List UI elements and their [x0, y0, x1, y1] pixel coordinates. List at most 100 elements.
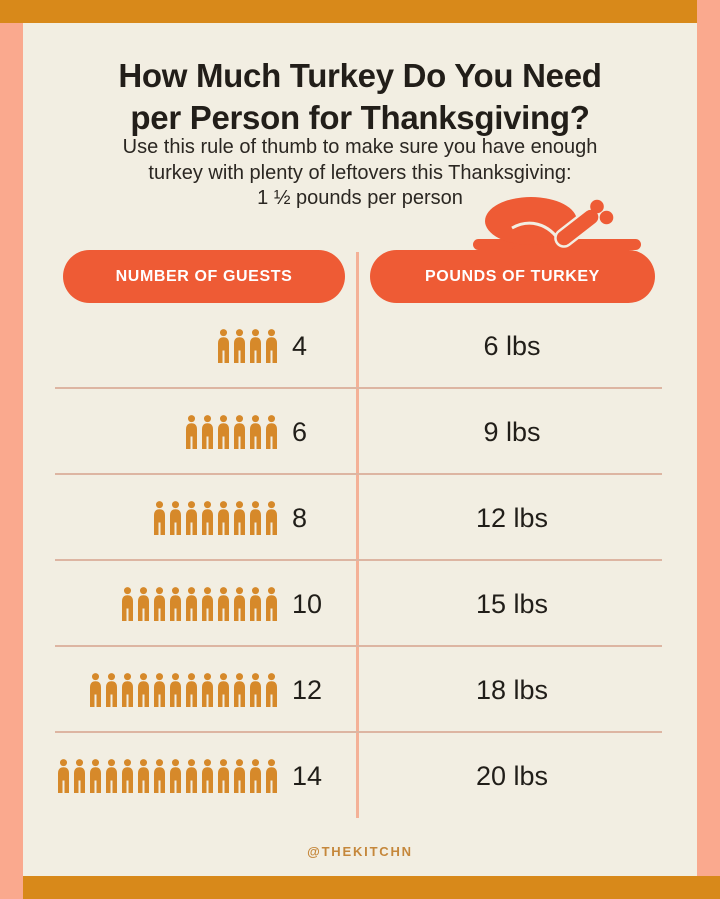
- column-header-pounds: POUNDS OF TURKEY: [370, 250, 655, 303]
- frame-left-border: [0, 23, 23, 899]
- person-icon: [154, 501, 165, 535]
- person-icon: [234, 415, 245, 449]
- person-icon: [122, 759, 133, 793]
- infographic-card: How Much Turkey Do You Need per Person f…: [23, 23, 697, 876]
- person-icon: [186, 759, 197, 793]
- subtitle-line-3: 1 ½ pounds per person: [257, 187, 463, 210]
- column-header-guests-label: NUMBER OF GUESTS: [115, 267, 293, 285]
- brand-handle: @THEKITCHN: [307, 844, 413, 859]
- person-icon: [250, 587, 261, 621]
- person-icon: [170, 673, 181, 707]
- person-icon: [138, 587, 149, 621]
- person-icon: [170, 759, 181, 793]
- person-icon: [250, 501, 261, 535]
- guests-cell: 10: [23, 561, 357, 647]
- title-line-2: per Person for Thanksgiving?: [130, 99, 590, 137]
- guest-count: 10: [292, 588, 323, 619]
- person-icon: [234, 759, 245, 793]
- person-icon: [58, 759, 69, 793]
- person-icons: [89, 673, 278, 707]
- guests-cell: 6: [23, 389, 357, 475]
- person-icon: [266, 759, 277, 793]
- person-icon: [154, 587, 165, 621]
- person-icon: [218, 587, 229, 621]
- person-icon: [202, 415, 213, 449]
- guests-cell: 12: [23, 647, 357, 733]
- table-row: 12 18 lbs: [23, 647, 697, 733]
- frame-bottom-bar: [23, 876, 720, 899]
- person-icon: [138, 673, 149, 707]
- pounds-cell: 6 lbs: [357, 303, 697, 389]
- guests-cell: 14: [23, 733, 357, 819]
- pounds-cell: 9 lbs: [357, 389, 697, 475]
- guest-count: 12: [292, 674, 323, 705]
- person-icon: [106, 673, 117, 707]
- person-icon: [266, 329, 277, 363]
- guests-cell: 8: [23, 475, 357, 561]
- guest-count: 8: [292, 502, 308, 533]
- person-icon: [202, 673, 213, 707]
- column-header-pounds-label: POUNDS OF TURKEY: [425, 267, 600, 285]
- guest-count: 14: [292, 760, 323, 791]
- table-row: 14 20 lbs: [23, 733, 697, 819]
- person-icon: [202, 501, 213, 535]
- person-icon: [234, 673, 245, 707]
- page-title: How Much Turkey Do You Need per Person f…: [23, 55, 697, 139]
- person-icons: [57, 759, 278, 793]
- subtitle-line-1: Use this rule of thumb to make sure you …: [122, 136, 598, 158]
- person-icons: [217, 329, 278, 363]
- person-icon: [218, 501, 229, 535]
- person-icons: [153, 501, 278, 535]
- person-icon: [106, 759, 117, 793]
- pounds-value: 15 lbs: [475, 588, 549, 619]
- person-icon: [202, 587, 213, 621]
- person-icon: [250, 415, 261, 449]
- frame-right-border: [697, 0, 720, 876]
- person-icon: [202, 759, 213, 793]
- person-icon: [90, 759, 101, 793]
- person-icons: [185, 415, 278, 449]
- person-icon: [250, 673, 261, 707]
- frame-top-bar: [0, 0, 697, 23]
- person-icon: [218, 415, 229, 449]
- person-icon: [250, 329, 261, 363]
- person-icon: [266, 587, 277, 621]
- person-icon: [186, 587, 197, 621]
- pounds-value: 9 lbs: [483, 416, 541, 447]
- person-icon: [218, 759, 229, 793]
- person-icon: [138, 759, 149, 793]
- person-icon: [122, 673, 133, 707]
- person-icon: [170, 501, 181, 535]
- person-icons: [121, 587, 278, 621]
- person-icon: [186, 673, 197, 707]
- guests-cell: 4: [23, 303, 357, 389]
- person-icon: [266, 673, 277, 707]
- person-icon: [234, 587, 245, 621]
- person-icon: [218, 673, 229, 707]
- person-icon: [234, 501, 245, 535]
- pounds-cell: 18 lbs: [357, 647, 697, 733]
- person-icon: [90, 673, 101, 707]
- pounds-value: 6 lbs: [483, 330, 541, 361]
- person-icon: [218, 329, 229, 363]
- guest-count: 6: [292, 416, 308, 447]
- column-divider: [356, 252, 359, 818]
- person-icon: [266, 415, 277, 449]
- pounds-value: 20 lbs: [475, 760, 549, 791]
- person-icon: [74, 759, 85, 793]
- person-icon: [154, 673, 165, 707]
- person-icon: [186, 415, 197, 449]
- subtitle: Use this rule of thumb to make sure you …: [23, 135, 697, 212]
- pounds-cell: 15 lbs: [357, 561, 697, 647]
- pounds-cell: 12 lbs: [357, 475, 697, 561]
- guest-count: 4: [292, 330, 308, 361]
- column-header-guests: NUMBER OF GUESTS: [63, 250, 345, 303]
- person-icon: [250, 759, 261, 793]
- subtitle-line-2: turkey with plenty of leftovers this Tha…: [148, 161, 572, 184]
- person-icon: [170, 587, 181, 621]
- table-row: 4 6 lbs: [23, 303, 697, 389]
- pounds-cell: 20 lbs: [357, 733, 697, 819]
- pounds-value: 18 lbs: [475, 674, 549, 705]
- table-row: 10 15 lbs: [23, 561, 697, 647]
- person-icon: [186, 501, 197, 535]
